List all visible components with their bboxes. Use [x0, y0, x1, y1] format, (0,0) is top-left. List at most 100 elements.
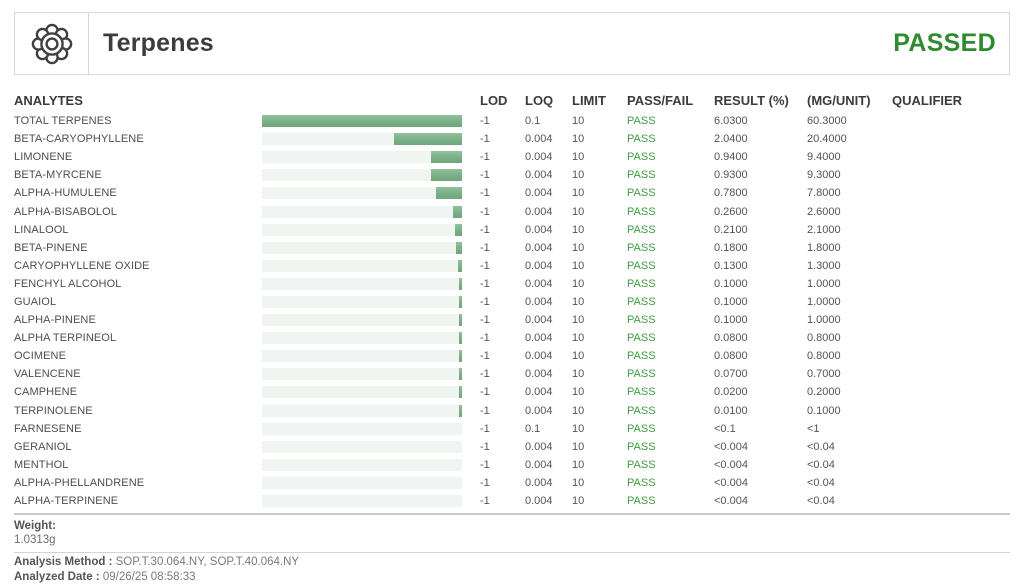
bar-track [262, 459, 462, 471]
analyte-bar-cell [262, 242, 480, 254]
loq-value: 0.004 [525, 296, 572, 308]
status-badge: PASSED [893, 29, 1009, 58]
result-value: 0.1000 [714, 296, 807, 308]
loq-value: 0.004 [525, 206, 572, 218]
pass-fail-value: PASS [627, 169, 714, 181]
bar-fill [453, 206, 462, 218]
pass-fail-value: PASS [627, 187, 714, 199]
loq-value: 0.004 [525, 405, 572, 417]
pass-fail-value: PASS [627, 332, 714, 344]
table-row: ALPHA TERPINEOL -1 0.004 10 PASS 0.0800 … [14, 329, 1010, 347]
table-row: GERANIOL -1 0.004 10 PASS <0.004 <0.04 [14, 438, 1010, 456]
result-value: 2.0400 [714, 133, 807, 145]
loq-value: 0.004 [525, 242, 572, 254]
result-value: 0.9400 [714, 151, 807, 163]
bar-fill [459, 314, 462, 326]
pass-fail-value: PASS [627, 206, 714, 218]
analyte-bar-cell [262, 386, 480, 398]
mg-unit-value: <1 [807, 423, 892, 435]
limit-value: 10 [572, 260, 627, 272]
bar-fill [262, 115, 462, 127]
mg-unit-value: 0.2000 [807, 386, 892, 398]
bar-track [262, 332, 462, 344]
analyte-name: BETA-PINENE [14, 242, 262, 254]
mg-unit-value: 1.3000 [807, 260, 892, 272]
bar-track [262, 260, 462, 272]
pass-fail-value: PASS [627, 115, 714, 127]
analyte-bar-cell [262, 495, 480, 507]
bar-track [262, 115, 462, 127]
limit-value: 10 [572, 296, 627, 308]
bar-fill [459, 405, 462, 417]
mg-unit-value: 9.3000 [807, 169, 892, 181]
analyte-name: MENTHOL [14, 459, 262, 471]
lod-value: -1 [480, 477, 525, 489]
flower-icon [15, 13, 89, 74]
analyzed-date-value: 09/26/25 08:58:33 [103, 571, 196, 583]
mg-unit-value: 1.0000 [807, 296, 892, 308]
lod-value: -1 [480, 405, 525, 417]
limit-value: 10 [572, 405, 627, 417]
loq-value: 0.004 [525, 441, 572, 453]
limit-value: 10 [572, 441, 627, 453]
limit-value: 10 [572, 187, 627, 199]
mg-unit-value: 2.1000 [807, 224, 892, 236]
bar-track [262, 441, 462, 453]
limit-value: 10 [572, 495, 627, 507]
loq-value: 0.004 [525, 459, 572, 471]
pass-fail-value: PASS [627, 296, 714, 308]
column-header-loq: LOQ [525, 93, 572, 108]
analyte-name: OCIMENE [14, 350, 262, 362]
analyte-bar-cell [262, 115, 480, 127]
analyte-name: TOTAL TERPENES [14, 115, 262, 127]
loq-value: 0.004 [525, 187, 572, 199]
bar-track [262, 368, 462, 380]
mg-unit-value: 2.6000 [807, 206, 892, 218]
mg-unit-value: 0.8000 [807, 332, 892, 344]
bar-fill [458, 260, 462, 272]
limit-value: 10 [572, 368, 627, 380]
loq-value: 0.004 [525, 278, 572, 290]
table-row: TERPINOLENE -1 0.004 10 PASS 0.0100 0.10… [14, 402, 1010, 420]
analytes-table: TOTAL TERPENES -1 0.1 10 PASS 6.0300 60.… [14, 112, 1010, 510]
analyte-name: ALPHA-TERPINENE [14, 495, 262, 507]
table-row: TOTAL TERPENES -1 0.1 10 PASS 6.0300 60.… [14, 112, 1010, 130]
table-row: ALPHA-PINENE -1 0.004 10 PASS 0.1000 1.0… [14, 311, 1010, 329]
analyte-bar-cell [262, 187, 480, 199]
bar-track [262, 278, 462, 290]
result-value: <0.004 [714, 441, 807, 453]
lod-value: -1 [480, 296, 525, 308]
table-row: OCIMENE -1 0.004 10 PASS 0.0800 0.8000 [14, 347, 1010, 365]
bar-fill [459, 332, 462, 344]
weight-section: Weight: 1.0313g [14, 515, 1010, 546]
result-value: 0.0700 [714, 368, 807, 380]
analyzed-date-line: Analyzed Date : 09/26/25 08:58:33 [14, 571, 1010, 583]
analyte-name: GUAIOL [14, 296, 262, 308]
analyte-bar-cell [262, 278, 480, 290]
mg-unit-value: <0.04 [807, 495, 892, 507]
pass-fail-value: PASS [627, 242, 714, 254]
analyzed-date-label: Analyzed Date : [14, 571, 100, 583]
loq-value: 0.004 [525, 368, 572, 380]
mg-unit-value: 7.8000 [807, 187, 892, 199]
analyte-bar-cell [262, 423, 480, 435]
limit-value: 10 [572, 477, 627, 489]
loq-value: 0.004 [525, 477, 572, 489]
pass-fail-value: PASS [627, 368, 714, 380]
pass-fail-value: PASS [627, 423, 714, 435]
lod-value: -1 [480, 423, 525, 435]
analyte-name: LINALOOL [14, 224, 262, 236]
analyte-bar-cell [262, 441, 480, 453]
analyte-name: ALPHA-PINENE [14, 314, 262, 326]
analyte-name: VALENCENE [14, 368, 262, 380]
analyte-bar-cell [262, 169, 480, 181]
analyte-name: ALPHA-BISABOLOL [14, 206, 262, 218]
analyte-bar-cell [262, 260, 480, 272]
lod-value: -1 [480, 115, 525, 127]
analyte-name: CAMPHENE [14, 386, 262, 398]
mg-unit-value: 1.0000 [807, 314, 892, 326]
loq-value: 0.004 [525, 386, 572, 398]
mg-unit-value: 1.0000 [807, 278, 892, 290]
table-row: BETA-MYRCENE -1 0.004 10 PASS 0.9300 9.3… [14, 166, 1010, 184]
limit-value: 10 [572, 314, 627, 326]
